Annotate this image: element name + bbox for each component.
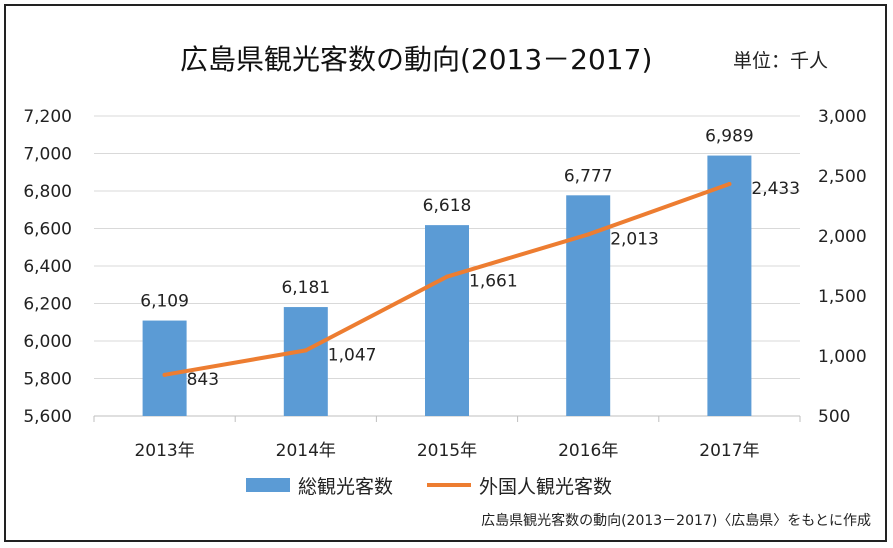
bar xyxy=(566,195,611,416)
bar-data-label: 6,989 xyxy=(705,127,754,147)
line-point xyxy=(727,182,732,187)
y-left-tick-label: 6,400 xyxy=(23,257,72,277)
unit-label: 単位：千人 xyxy=(733,50,829,72)
x-category-label: 2014年 xyxy=(276,441,336,461)
y-left-tick-label: 7,200 xyxy=(23,107,72,127)
bar xyxy=(425,225,469,416)
legend-label-foreign: 外国人観光客数 xyxy=(479,475,613,498)
chart-title: 広島県観光客数の動向(2013－2017) xyxy=(180,43,653,76)
bar-data-label: 6,777 xyxy=(564,166,613,186)
y-left-tick-label: 6,000 xyxy=(23,332,72,352)
bar-data-label: 6,181 xyxy=(281,278,330,298)
y-left-tick-label: 6,800 xyxy=(23,182,72,202)
line-point xyxy=(586,232,591,237)
bar-data-label: 6,109 xyxy=(140,292,189,312)
y-right-tick-label: 2,500 xyxy=(818,167,867,187)
line-data-label: 1,661 xyxy=(469,272,518,292)
y-left-tick-label: 6,600 xyxy=(23,220,72,240)
y-right-tick-label: 1,000 xyxy=(818,347,867,367)
y-right-tick-label: 1,500 xyxy=(818,287,867,307)
y-right-tick-label: 2,000 xyxy=(818,227,867,247)
legend-item-foreign: 外国人観光客数 xyxy=(427,472,612,499)
bar xyxy=(707,155,752,416)
x-category-label: 2016年 xyxy=(558,441,618,461)
y-left-tick-label: 5,600 xyxy=(23,407,72,427)
legend: 総観光客数 外国人観光客数 xyxy=(246,472,646,498)
line-data-label: 1,047 xyxy=(328,345,377,365)
x-category-label: 2015年 xyxy=(417,441,477,461)
y-right-tick-label: 500 xyxy=(818,407,850,427)
y-right-tick-label: 3,000 xyxy=(818,107,867,127)
bar-data-label: 6,618 xyxy=(423,196,472,216)
bar xyxy=(142,320,187,416)
legend-swatch-bar xyxy=(246,478,290,492)
line-point xyxy=(303,348,308,353)
x-category-label: 2013年 xyxy=(134,441,194,461)
legend-swatch-line xyxy=(427,483,472,487)
bar xyxy=(283,307,328,416)
legend-item-total: 総観光客数 xyxy=(246,472,393,499)
x-category-label: 2017年 xyxy=(699,441,759,461)
legend-label-total: 総観光客数 xyxy=(298,475,394,498)
line-data-label: 2,013 xyxy=(610,229,659,249)
source-note: 広島県観光客数の動向(2013－2017)〈広島県〉をもとに作成 xyxy=(481,513,871,529)
y-left-tick-label: 5,800 xyxy=(23,370,72,390)
line-point xyxy=(445,274,449,279)
y-left-tick-label: 7,000 xyxy=(23,145,72,165)
line-data-label: 2,433 xyxy=(751,179,800,199)
line-point xyxy=(162,372,167,377)
line-data-label: 843 xyxy=(187,370,219,390)
y-left-tick-label: 6,200 xyxy=(23,295,72,315)
